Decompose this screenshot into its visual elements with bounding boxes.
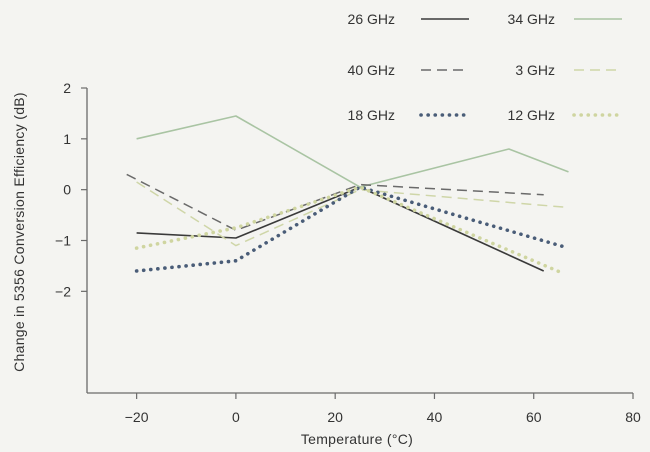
x-tick-label: 80 [625,409,641,425]
y-tick-label: 1 [63,131,71,147]
axes: 2 1 0 −1 −2 −20 0 20 40 60 80 [55,80,641,425]
legend-label-12-ghz: 12 GHz [508,107,555,123]
series-layer [126,115,571,276]
legend: 26 GHz 34 GHz 40 GHz 3 GHz 18 GHz 12 GHz [348,11,624,123]
legend-label-26-ghz: 26 GHz [348,11,395,27]
legend-label-18-ghz: 18 GHz [348,107,395,123]
x-tick-label: 20 [327,409,343,425]
y-axis-title: Change in 5356 Conversion Efficiency (dB… [11,92,27,372]
legend-label-40-ghz: 40 GHz [348,62,395,78]
x-tick-label: 40 [427,409,443,425]
x-tick-label: 60 [526,409,542,425]
series-line-18-ghz [134,185,571,273]
x-axis-title: Temperature (°C) [301,431,413,447]
x-tick-label: −20 [125,409,149,425]
legend-label-34-ghz: 34 GHz [508,11,555,27]
legend-label-3-ghz: 3 GHz [515,62,555,78]
series-line-12-ghz [134,185,566,276]
series-line-34-ghz [136,115,569,188]
y-tick-label: 0 [63,182,71,198]
y-tick-label: −1 [55,233,71,249]
series-line-26-ghz [136,186,545,272]
y-tick-label: −2 [55,283,71,299]
y-tick-label: 2 [63,80,71,96]
series-line-3-ghz [136,181,569,247]
x-tick-label: 0 [232,409,240,425]
